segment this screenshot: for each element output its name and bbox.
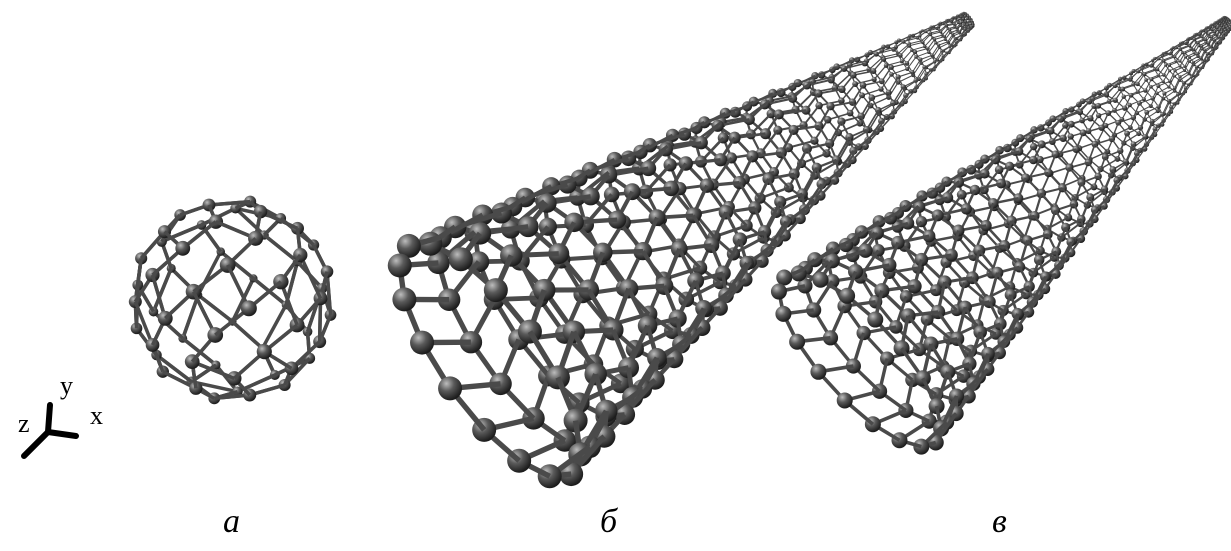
axis-label: z — [18, 409, 30, 438]
atom — [1173, 86, 1177, 90]
panel-label: а — [223, 503, 240, 540]
atom — [1038, 140, 1046, 148]
bond — [939, 43, 948, 48]
atom — [1052, 150, 1060, 158]
atom — [867, 312, 883, 328]
atom — [484, 278, 508, 302]
atom — [813, 272, 829, 288]
atom — [388, 253, 412, 277]
atom — [775, 306, 791, 322]
atom — [771, 284, 787, 300]
atom — [449, 247, 473, 271]
atom — [392, 287, 416, 311]
bond — [921, 57, 933, 63]
axis-y — [48, 405, 50, 432]
atom — [257, 344, 272, 359]
atom — [810, 364, 826, 380]
atom — [1124, 131, 1130, 137]
atom — [839, 288, 855, 304]
figure: z y x а б в — [0, 0, 1231, 551]
panel-label: в — [992, 503, 1007, 540]
axis-x — [48, 432, 76, 436]
atom — [776, 270, 792, 286]
atom — [241, 300, 257, 316]
bond — [300, 255, 320, 298]
atom — [789, 334, 805, 350]
molecules — [129, 12, 1231, 488]
bond — [232, 322, 262, 349]
axis-label: x — [90, 401, 103, 430]
atom — [410, 331, 434, 355]
atom — [175, 241, 190, 256]
axis-label: y — [60, 371, 73, 400]
panel-label: б — [600, 503, 619, 540]
bond — [264, 235, 297, 262]
atom — [438, 376, 462, 400]
axes-icon — [24, 405, 76, 456]
atom — [837, 392, 853, 408]
